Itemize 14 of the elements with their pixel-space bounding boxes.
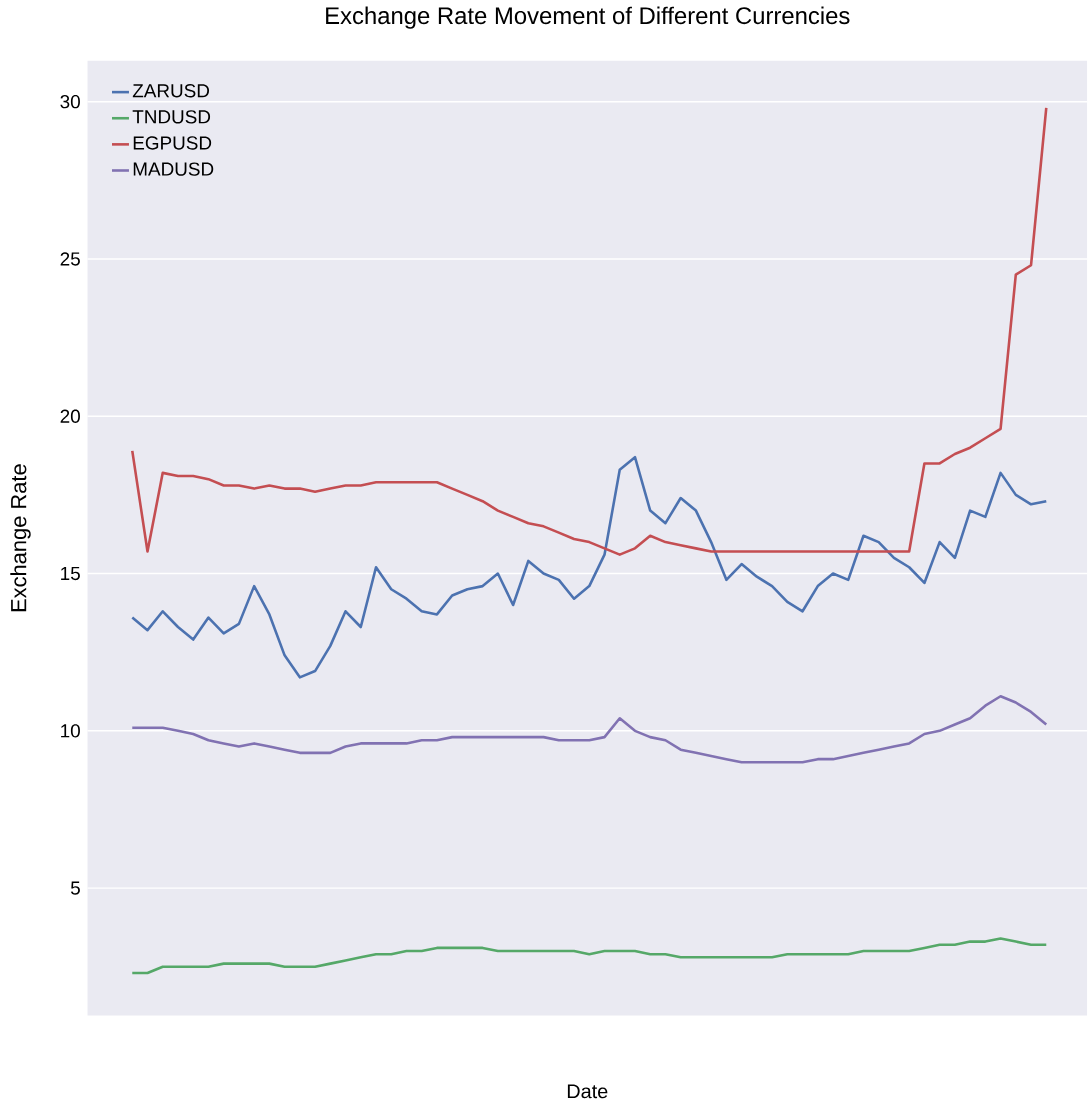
y-tick-label: 10 (61, 724, 81, 738)
y-tick-label: 25 (60, 252, 81, 266)
y-tick-label: 5 (71, 881, 81, 895)
y-tick-label: 30 (60, 94, 81, 109)
line-series (131, 455, 1048, 679)
legend-label: MADUSD (133, 162, 214, 176)
y-tick-label: 20 (60, 409, 81, 423)
chart-title: Exchange Rate Movement of Different Currencies (326, 6, 850, 29)
x-axis-title: Date (568, 1084, 608, 1099)
legend-label: EGPUSD (133, 136, 212, 150)
y-axis-title: Exchange Rate (10, 464, 31, 612)
legend-label: ZARUSD (132, 84, 210, 98)
y-tick-label: 15 (61, 566, 81, 581)
legend-label: TNDUSD (132, 110, 211, 124)
